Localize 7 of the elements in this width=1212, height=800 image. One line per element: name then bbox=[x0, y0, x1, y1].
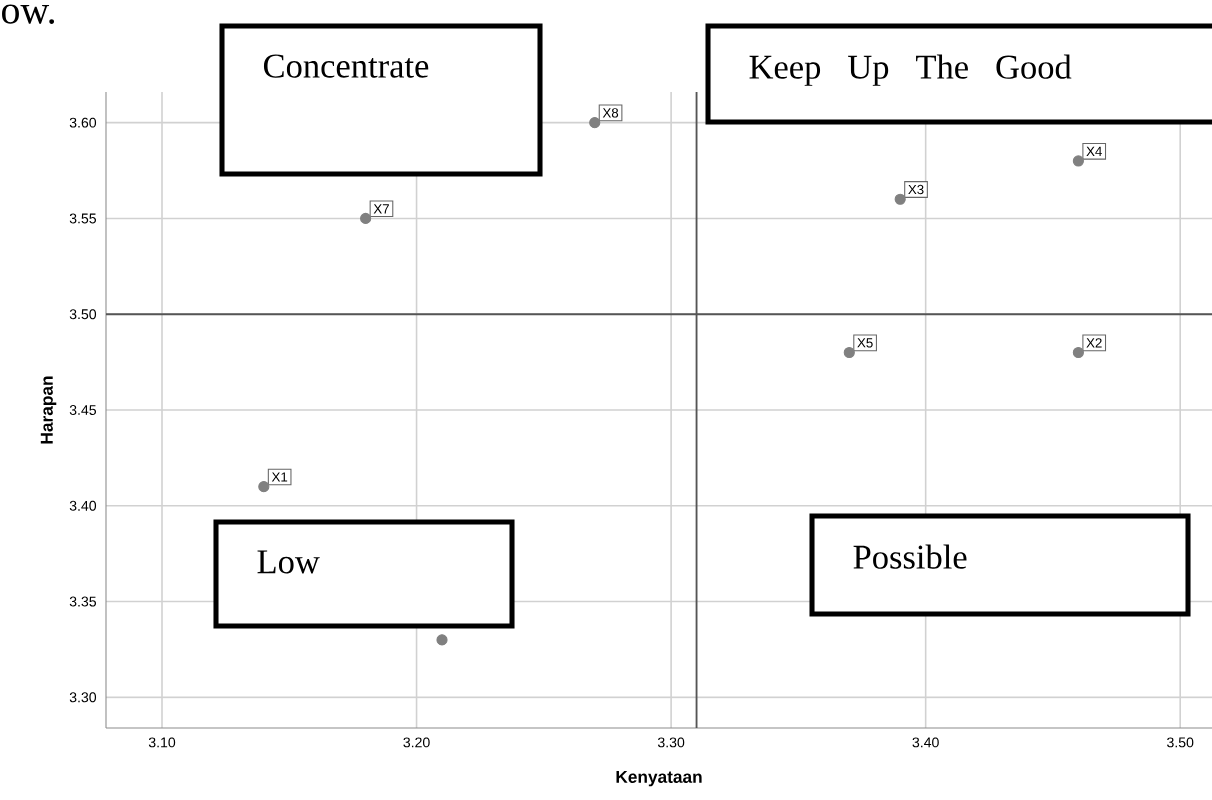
text: Concentrate bbox=[263, 54, 429, 78]
annotation: Low bbox=[257, 550, 320, 574]
y-axis-title: Harapan bbox=[40, 376, 57, 444]
x-axis-title: Kenyataan bbox=[616, 770, 702, 787]
text: Keep Up The Good bbox=[749, 54, 1072, 86]
annotation: Possible bbox=[853, 544, 967, 569]
text: ow. bbox=[2, 4, 55, 24]
